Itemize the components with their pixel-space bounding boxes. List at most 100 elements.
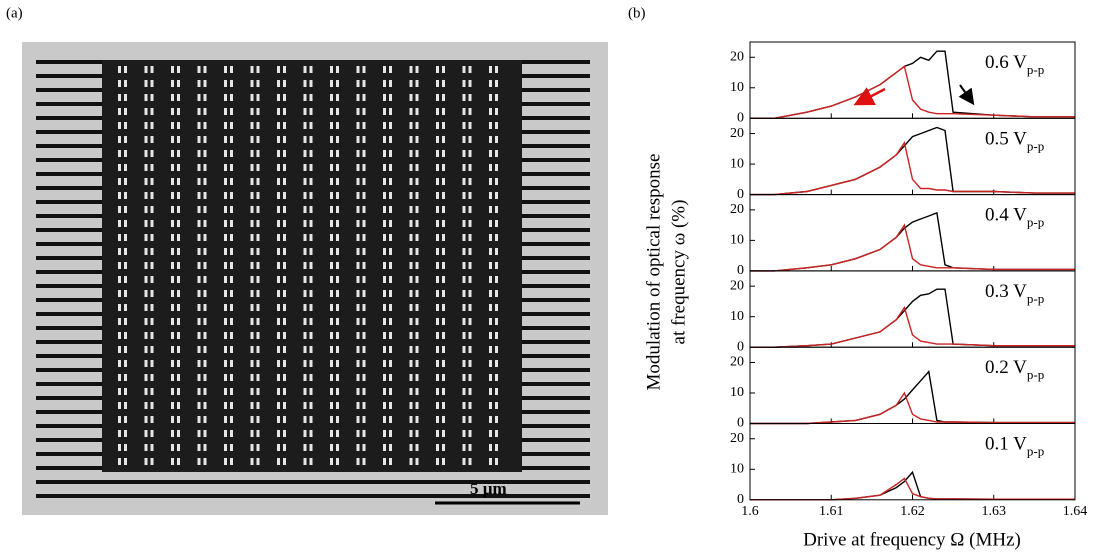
sem-dash [356,402,360,409]
sem-dash [462,444,466,451]
sem-dash [203,178,207,185]
sem-dash [462,416,466,423]
sem-dash [383,94,386,101]
sem-dash [383,220,386,227]
sem-dash [383,346,386,353]
data-line [750,65,1075,119]
sem-dash [118,290,121,297]
sem-dash [277,388,280,395]
sem-dash [171,248,174,255]
sem-dash [468,248,472,255]
sem-dash [250,206,254,213]
sem-dash [495,66,498,73]
sem-dash [489,108,492,115]
sem-dash [442,346,445,353]
sem-dash [336,458,339,465]
sem-dash [224,80,227,87]
sem-dash [415,402,419,409]
y-tick-label: 0 [737,263,744,278]
sem-dash [150,416,154,423]
sem-dash [309,164,313,171]
sem-dash [336,122,339,129]
sem-dash [356,122,360,129]
sem-dash [442,262,445,269]
sem-dash [250,108,254,115]
sem-dash [336,444,339,451]
sem-dash [442,220,445,227]
sem-dash [462,80,466,87]
sem-dash [336,136,339,143]
sem-dash [150,444,154,451]
sem-dash [389,136,392,143]
sem-dash [177,108,180,115]
sem-dash [462,164,466,171]
sem-dash [436,150,439,157]
sem-dash [442,402,445,409]
sem-dash [383,108,386,115]
sem-dash [144,234,148,241]
sem-dash [442,136,445,143]
sem-dash [389,94,392,101]
sem-dash [197,304,201,311]
sem-dash [197,192,201,199]
sem-dash [489,360,492,367]
sem-dash [230,108,233,115]
sem-dash [495,234,498,241]
sem-dash [389,388,392,395]
sem-dash [489,346,492,353]
sem-dash [277,108,280,115]
sem-dash [230,66,233,73]
sem-dash [436,136,439,143]
sem-dash [383,178,386,185]
sem-dash [230,94,233,101]
sem-dash [383,192,386,199]
sem-dash [256,206,260,213]
y-tick-label: 0 [737,492,744,507]
sem-dash [124,220,127,227]
sem-dash [197,178,201,185]
scale-bar-label: 5 µm [470,479,507,498]
sem-dash [362,374,366,381]
sem-dash [362,66,366,73]
y-axis-label: at frequency ω (%) [668,200,689,345]
sem-dash [224,388,227,395]
x-tick-label: 1.62 [900,504,925,519]
sem-dash [283,178,286,185]
sem-dash [277,178,280,185]
sem-dash [150,66,154,73]
sem-dash [177,136,180,143]
sem-dash [356,136,360,143]
sem-dash [495,458,498,465]
sem-dash [362,178,366,185]
sem-dash [224,94,227,101]
sem-dash [283,346,286,353]
sem-dash [389,150,392,157]
sem-dash [495,192,498,199]
sem-dash [383,290,386,297]
sem-dash [256,290,260,297]
sem-dash [336,220,339,227]
sem-dash [462,66,466,73]
sem-dash [124,248,127,255]
sem-dash [124,458,127,465]
sem-dash [256,458,260,465]
sem-dash [224,332,227,339]
sem-dash [171,122,174,129]
sem-dash [409,94,413,101]
sem-dash [356,458,360,465]
sem-dash [283,150,286,157]
arrow [958,84,975,106]
sem-dash [436,332,439,339]
sem-dash [277,234,280,241]
sem-dash [336,388,339,395]
sem-dash [171,192,174,199]
sem-dash [436,164,439,171]
sem-dash [118,444,121,451]
sem-dash [309,262,313,269]
sem-dash [436,444,439,451]
sem-dash [171,80,174,87]
sem-dash [383,248,386,255]
sem-dash [171,136,174,143]
sem-dash [177,388,180,395]
sem-dash [118,66,121,73]
